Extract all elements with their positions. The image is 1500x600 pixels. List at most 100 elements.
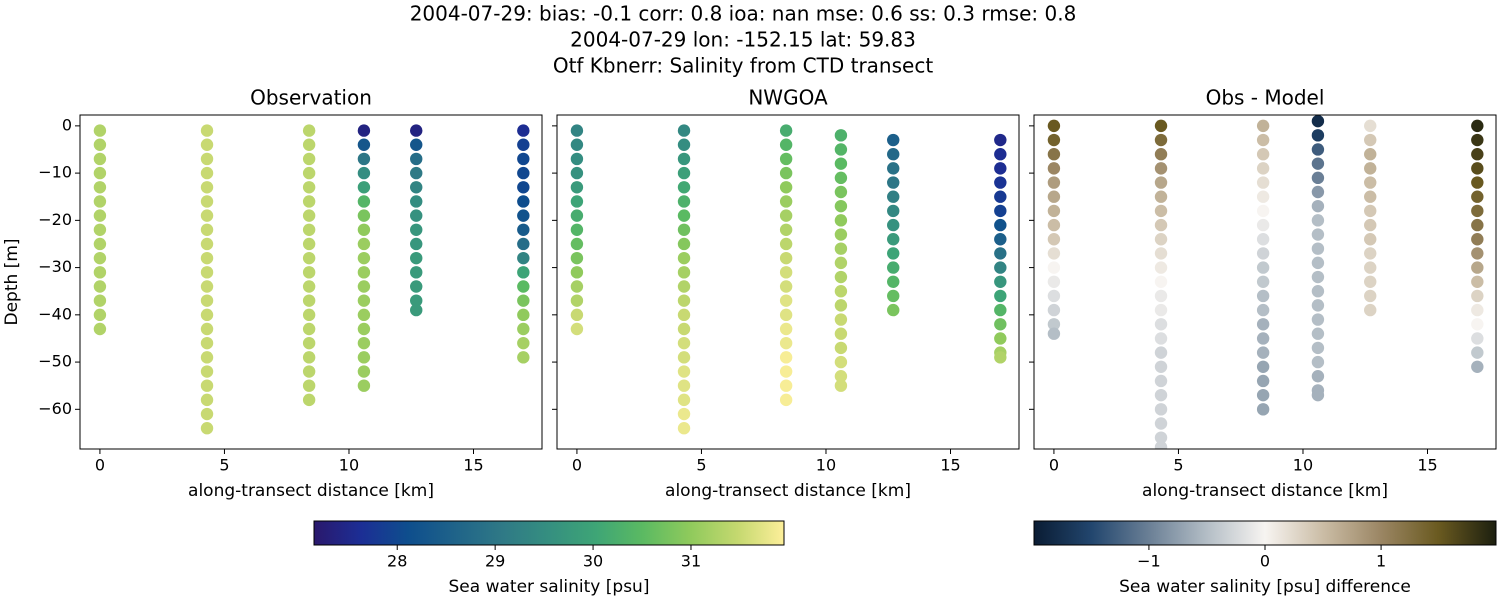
point — [1154, 318, 1168, 331]
point — [570, 266, 584, 279]
point — [1311, 370, 1325, 383]
point — [834, 143, 848, 156]
point — [1047, 148, 1061, 161]
point — [677, 181, 691, 194]
y-tick-label: −10 — [38, 163, 72, 182]
x-tick-label: 10 — [339, 456, 359, 475]
point — [677, 422, 691, 435]
point — [93, 322, 107, 336]
suptitle-line: Otf Kbnerr: Salinity from CTD transect — [553, 54, 934, 78]
point — [1154, 133, 1168, 147]
point — [887, 303, 900, 317]
x-tick-label: 0 — [1049, 456, 1059, 475]
point — [570, 152, 584, 166]
point — [1256, 204, 1270, 218]
point — [1256, 190, 1270, 203]
point — [302, 209, 316, 222]
point — [994, 233, 1007, 246]
point — [779, 336, 793, 350]
point — [200, 124, 214, 137]
point — [1471, 289, 1484, 303]
point — [93, 166, 107, 180]
point — [357, 138, 371, 151]
x-axis-label: along-transect distance [km] — [665, 481, 911, 501]
point — [887, 133, 900, 147]
point — [1311, 355, 1325, 369]
point — [834, 327, 848, 340]
point — [887, 247, 900, 260]
point — [1256, 332, 1270, 345]
point — [994, 351, 1007, 364]
y-tick-label: −40 — [38, 304, 72, 323]
point — [1364, 176, 1377, 189]
point — [200, 223, 214, 236]
point — [357, 181, 371, 194]
x-tick-label: 5 — [219, 456, 229, 475]
point — [517, 336, 530, 350]
point — [1047, 162, 1061, 175]
colorbar-label: Sea water salinity [psu] difference — [1119, 577, 1411, 597]
point — [517, 251, 530, 265]
point — [1311, 270, 1325, 284]
colorbar-tick-label: −1 — [1137, 552, 1161, 571]
point — [677, 266, 691, 279]
point — [302, 280, 316, 293]
point — [1364, 133, 1377, 147]
point — [1364, 218, 1377, 232]
point — [677, 393, 691, 407]
colorbar-tick-label: 28 — [387, 552, 407, 571]
point — [1256, 289, 1270, 303]
point — [570, 308, 584, 322]
panel-title: Observation — [250, 86, 372, 110]
point — [1154, 162, 1168, 175]
point — [1047, 218, 1061, 232]
point — [1154, 275, 1168, 288]
x-tick-label: 10 — [1293, 456, 1313, 475]
point — [1471, 346, 1484, 359]
point — [1256, 261, 1270, 274]
point — [302, 336, 316, 350]
axes-frame — [79, 114, 543, 450]
point — [410, 294, 423, 307]
point — [1256, 176, 1270, 189]
y-axis-label: Depth [m] — [2, 238, 22, 325]
point — [357, 209, 371, 222]
point — [410, 138, 423, 151]
point — [994, 176, 1007, 189]
point — [93, 209, 107, 222]
point — [1047, 303, 1061, 317]
point — [410, 124, 423, 137]
point — [357, 308, 371, 322]
point — [200, 294, 214, 307]
point — [994, 133, 1007, 147]
point — [677, 294, 691, 307]
x-tick-label: 0 — [95, 456, 105, 475]
point — [834, 341, 848, 355]
colorbar-label: Sea water salinity [psu] — [449, 577, 650, 597]
point — [834, 228, 848, 241]
point — [887, 233, 900, 246]
point — [1256, 388, 1270, 402]
point — [570, 294, 584, 307]
point — [517, 195, 530, 208]
point — [200, 280, 214, 293]
point — [834, 313, 848, 326]
suptitle-line: 2004-07-29: bias: -0.1 corr: 0.8 ioa: na… — [410, 2, 1077, 26]
point — [834, 185, 848, 199]
point — [1047, 289, 1061, 303]
point — [1471, 190, 1484, 203]
colorbar-tick-label: 29 — [485, 552, 505, 571]
y-tick-label: −50 — [38, 352, 72, 371]
point — [1154, 332, 1168, 345]
point — [93, 138, 107, 151]
point — [357, 379, 371, 392]
point — [779, 379, 793, 392]
point — [302, 181, 316, 194]
point — [779, 280, 793, 293]
x-tick-label: 10 — [816, 456, 836, 475]
y-tick-label: −60 — [38, 399, 72, 418]
point — [1364, 204, 1377, 218]
point — [200, 138, 214, 151]
point — [1364, 261, 1377, 274]
point — [887, 218, 900, 232]
